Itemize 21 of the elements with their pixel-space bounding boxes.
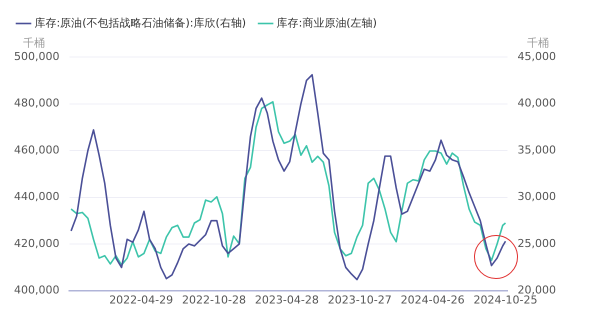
x-tick-label: 2024-04-26 bbox=[400, 293, 465, 306]
y2-tick-label: 20,000 bbox=[518, 284, 556, 297]
legend-label: 库存:商业原油(左轴) bbox=[276, 16, 377, 30]
y2-tick-label: 30,000 bbox=[518, 190, 556, 204]
y-tick-label: 500,000 bbox=[14, 50, 60, 63]
y2-tick-label: 45,000 bbox=[518, 50, 556, 63]
y2-axis-title: 千桶 bbox=[527, 36, 549, 50]
y-axis-title: 千桶 bbox=[23, 36, 45, 50]
x-tick-label: 2023-04-28 bbox=[254, 293, 319, 306]
y2-tick-label: 35,000 bbox=[518, 143, 556, 156]
y-tick-label: 480,000 bbox=[14, 96, 60, 110]
y-tick-label: 400,000 bbox=[14, 284, 60, 297]
legend-label: 库存:原油(不包括战略石油储备):库欣(右轴) bbox=[34, 16, 246, 30]
y2-tick-label: 25,000 bbox=[518, 236, 556, 250]
x-tick-label: 2023-10-27 bbox=[328, 293, 392, 306]
y-tick-label: 460,000 bbox=[14, 143, 60, 156]
y-tick-label: 440,000 bbox=[14, 190, 60, 204]
x-tick-label: 2022-04-29 bbox=[109, 293, 174, 306]
y2-tick-label: 40,000 bbox=[518, 96, 556, 110]
x-tick-label: 2022-10-28 bbox=[182, 293, 246, 306]
y-tick-label: 420,000 bbox=[14, 236, 60, 250]
